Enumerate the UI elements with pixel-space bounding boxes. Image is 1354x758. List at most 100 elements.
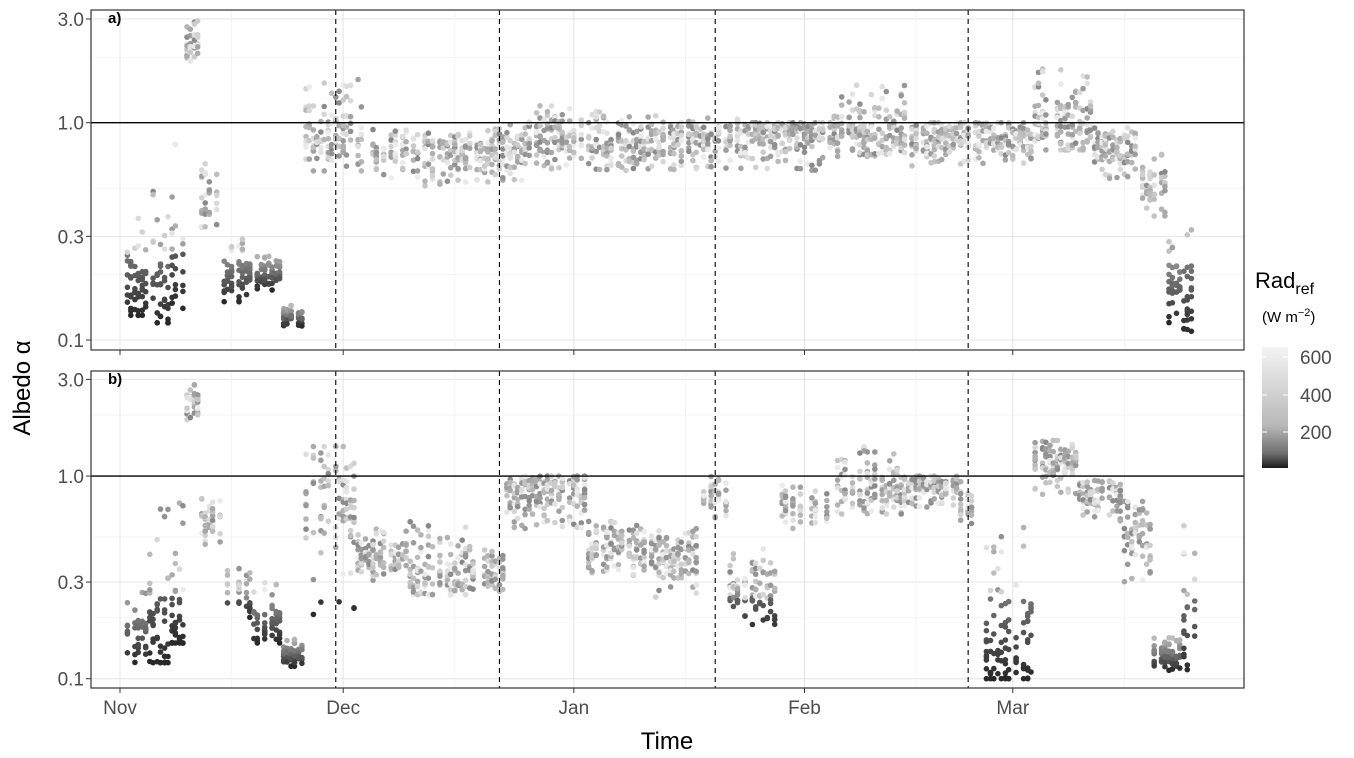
data-point <box>139 293 146 300</box>
data-point <box>303 526 309 532</box>
data-point <box>228 263 235 270</box>
data-point <box>991 631 997 637</box>
data-point <box>1077 125 1083 132</box>
data-point <box>775 158 781 165</box>
data-point <box>1035 134 1042 141</box>
data-point <box>526 152 532 159</box>
data-point <box>581 501 588 508</box>
data-point <box>1181 268 1187 275</box>
data-point <box>544 147 551 153</box>
data-point <box>675 142 681 148</box>
data-point <box>299 323 305 329</box>
data-point <box>437 535 443 542</box>
data-point <box>500 139 506 145</box>
data-point <box>663 534 670 541</box>
data-point <box>425 527 432 533</box>
data-point <box>310 455 317 461</box>
data-point <box>172 619 179 626</box>
data-point <box>916 495 923 501</box>
data-point <box>533 152 540 158</box>
data-point <box>228 283 235 290</box>
data-point <box>1043 112 1049 118</box>
data-point <box>425 533 432 540</box>
data-point <box>425 575 432 581</box>
data-point <box>604 529 610 536</box>
data-point <box>224 567 231 574</box>
data-point <box>946 149 952 155</box>
data-point <box>414 578 421 585</box>
data-point <box>165 320 171 326</box>
data-point <box>306 156 313 162</box>
data-point <box>321 504 328 511</box>
data-point <box>180 633 186 640</box>
data-point <box>589 111 595 118</box>
data-point <box>180 235 186 242</box>
data-point <box>1002 660 1009 667</box>
data-point <box>857 109 863 116</box>
data-point <box>779 140 785 147</box>
data-point <box>1054 466 1061 472</box>
data-point <box>604 564 610 570</box>
data-point <box>760 602 766 609</box>
data-point <box>492 154 499 160</box>
data-point <box>633 141 640 148</box>
data-point <box>157 649 164 655</box>
data-point <box>559 523 566 530</box>
data-point <box>184 53 190 59</box>
data-point <box>797 158 804 165</box>
data-point <box>1139 164 1146 171</box>
legend-label-400: 400 <box>1300 386 1332 407</box>
data-point <box>983 128 990 134</box>
data-point <box>678 158 685 165</box>
data-point <box>968 520 975 527</box>
data-point <box>199 495 205 502</box>
y-tick-label: 1.0 <box>58 114 84 135</box>
data-point <box>757 580 763 586</box>
data-point <box>247 570 253 576</box>
data-point <box>1188 316 1195 322</box>
data-point <box>1039 68 1046 75</box>
data-point <box>169 246 175 252</box>
data-point <box>1129 159 1135 166</box>
data-point <box>254 613 261 619</box>
data-point <box>998 144 1005 150</box>
data-point <box>351 460 357 467</box>
data-point <box>254 283 261 289</box>
data-point <box>336 511 342 517</box>
data-point <box>209 517 216 524</box>
data-point <box>633 160 640 166</box>
data-point <box>678 574 685 581</box>
data-point <box>169 194 175 200</box>
data-point <box>1013 644 1019 650</box>
data-point <box>1002 657 1009 663</box>
data-point <box>522 511 528 518</box>
data-point <box>1102 153 1109 159</box>
data-point <box>678 162 685 169</box>
data-point <box>797 503 804 510</box>
data-point <box>742 144 748 151</box>
data-point <box>886 458 893 464</box>
data-point <box>872 491 878 498</box>
data-point <box>1132 525 1138 531</box>
data-point <box>559 484 566 491</box>
data-point <box>410 136 417 142</box>
data-point <box>656 139 662 146</box>
data-point <box>809 162 815 169</box>
data-point <box>425 523 432 529</box>
data-point <box>1110 498 1116 504</box>
data-point <box>953 130 960 137</box>
data-point <box>957 501 964 508</box>
data-point <box>533 129 540 135</box>
data-point <box>864 510 871 517</box>
data-point <box>678 132 685 139</box>
data-point <box>1139 521 1146 528</box>
data-point <box>1117 518 1124 524</box>
data-point <box>154 606 160 613</box>
data-point <box>147 650 153 656</box>
data-point <box>849 474 856 480</box>
data-point <box>734 116 741 122</box>
data-point <box>838 511 845 517</box>
data-point <box>380 157 387 163</box>
data-point <box>1124 125 1131 131</box>
data-point <box>414 131 421 138</box>
